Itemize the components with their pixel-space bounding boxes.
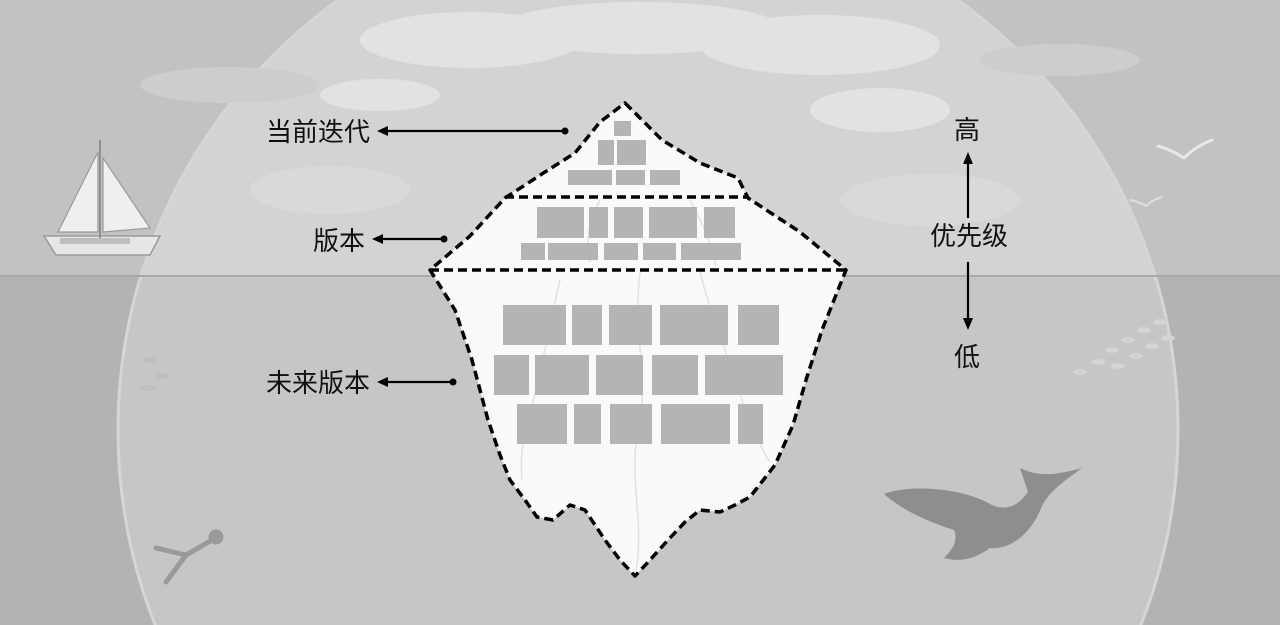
backlog-item: [572, 305, 602, 345]
backlog-item: [650, 170, 680, 185]
backlog-item: [535, 355, 589, 395]
backlog-item: [681, 243, 741, 260]
left-arrow-icon: [377, 126, 569, 136]
label-future-release: 未来版本: [266, 369, 457, 399]
future-release-text: 未来版本: [266, 369, 370, 399]
diver-icon: [153, 529, 224, 585]
backlog-item: [660, 305, 728, 345]
priority-low-text: 低: [954, 343, 980, 373]
backlog-item: [589, 207, 608, 238]
clouds: [250, 2, 1020, 226]
backlog-item: [614, 207, 643, 238]
priority-axis-text: 优先级: [930, 222, 1008, 252]
backlog-item: [598, 140, 614, 165]
label-release: 版本: [313, 227, 448, 257]
down-arrow-icon: [963, 262, 973, 330]
outer-clouds: [140, 44, 1140, 103]
current-iteration-section: [568, 121, 680, 185]
up-arrow-icon: [963, 152, 973, 218]
backlog-item: [614, 121, 631, 136]
iceberg-outline: [428, 101, 848, 578]
sailboat-icon: [42, 140, 162, 256]
backlog-item: [738, 404, 763, 444]
small-fish-icon: [140, 357, 170, 391]
backlog-item: [649, 207, 697, 238]
future-release-section: [494, 305, 783, 444]
backlog-item: [568, 170, 612, 185]
fish-school-icon: [1073, 319, 1175, 375]
backlog-item: [738, 305, 779, 345]
whale-icon: [884, 468, 1082, 560]
backlog-item: [517, 404, 567, 444]
backlog-item: [661, 404, 730, 444]
iceberg: [428, 101, 848, 578]
backlog-item: [610, 404, 652, 444]
current-iteration-text: 当前迭代: [266, 118, 370, 148]
release-text: 版本: [313, 227, 365, 257]
label-current-iteration: 当前迭代: [266, 118, 569, 148]
backlog-item: [604, 243, 638, 260]
priority-scale: 高 优先级 低: [930, 116, 1008, 373]
backlog-item: [494, 355, 529, 395]
bird-icon: [1129, 138, 1214, 208]
backlog-item: [537, 207, 584, 238]
release-section: [521, 207, 741, 260]
backlog-item: [704, 207, 735, 238]
backlog-item: [705, 355, 783, 395]
backlog-item: [574, 404, 601, 444]
backlog-item: [503, 305, 566, 345]
left-arrow-icon: [372, 234, 448, 244]
backlog-item: [617, 140, 646, 165]
priority-high-text: 高: [954, 116, 980, 146]
left-arrow-icon: [377, 377, 457, 387]
backlog-item: [521, 243, 545, 260]
globe-outline: [116, 0, 1180, 625]
backlog-item: [596, 355, 643, 395]
backlog-item: [616, 170, 645, 185]
backlog-item: [643, 243, 676, 260]
backlog-item: [652, 355, 698, 395]
backlog-item: [548, 243, 598, 260]
backlog-item: [609, 305, 652, 345]
